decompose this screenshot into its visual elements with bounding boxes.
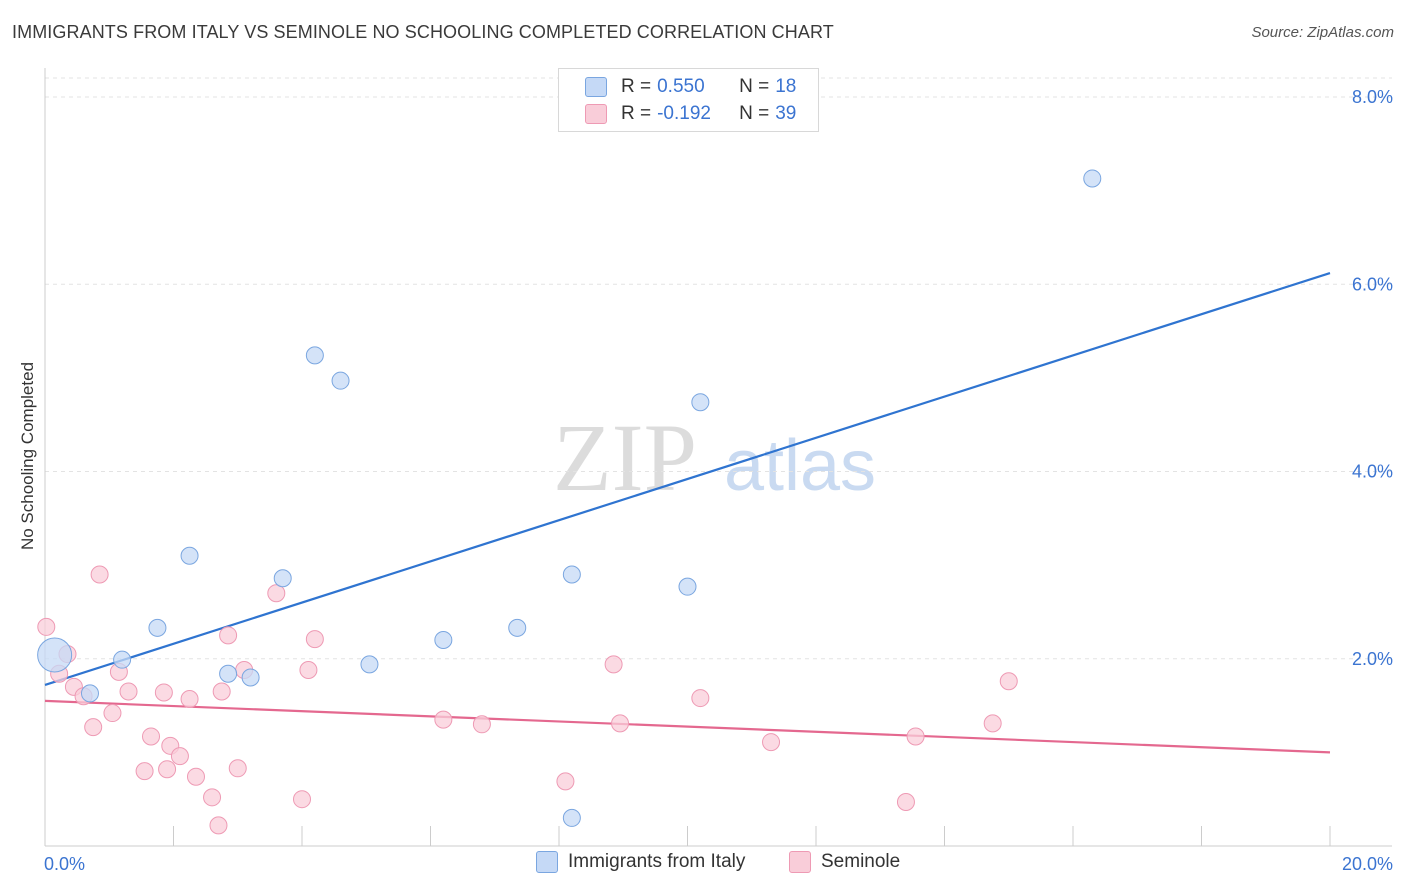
italy-point (180, 546, 199, 565)
series-swatch-italy (536, 851, 558, 873)
italy-point (305, 346, 324, 365)
seminole-point (37, 617, 56, 636)
seminole-point (983, 714, 1002, 733)
y-tick-label: 8.0% (1352, 87, 1393, 107)
italy-point (360, 655, 379, 674)
seminole-point (762, 733, 781, 752)
tick-labels: 2.0% 4.0% 6.0% 8.0% 0.0% 20.0% (44, 87, 1393, 874)
legend-row-seminole: R = -0.192 N = 39 (585, 101, 796, 127)
seminole-point (556, 772, 575, 791)
seminole-trend-line (44, 699, 1331, 754)
italy-point (562, 565, 581, 584)
seminole-point (219, 626, 238, 645)
legend-r-label: R = (621, 76, 652, 97)
italy-point (80, 684, 99, 703)
series-label-seminole: Seminole (821, 851, 901, 872)
seminole-point (228, 759, 247, 778)
italy-point (434, 631, 453, 650)
watermark-zip: ZIP (553, 404, 697, 511)
seminole-point (611, 714, 630, 733)
seminole-point (119, 682, 138, 701)
seminole-point (604, 655, 623, 674)
series-legend-italy[interactable]: Immigrants from Italy (536, 851, 745, 873)
italy-point (678, 577, 697, 596)
seminole-point (896, 792, 915, 811)
seminole-point (209, 816, 228, 835)
seminole-point (472, 715, 491, 734)
seminole-point (186, 767, 205, 786)
legend-r-label: R = (621, 103, 652, 124)
italy-point (331, 371, 350, 390)
seminole-point (293, 790, 311, 809)
italy-point (113, 650, 132, 669)
data-points (37, 169, 1102, 835)
watermark: ZIP atlas (553, 404, 876, 511)
italy-point (508, 618, 527, 637)
trend-lines (44, 271, 1331, 754)
legend-n-value-seminole: 39 (775, 103, 797, 124)
watermark-atlas: atlas (724, 426, 876, 506)
x-tick-label-end: 20.0% (1342, 854, 1393, 874)
seminole-point (299, 660, 318, 679)
y-tick-label: 4.0% (1352, 462, 1393, 482)
italy-trend-line (44, 271, 1331, 687)
seminole-point (158, 760, 177, 779)
source-label: Source: ZipAtlas.com (1251, 24, 1394, 41)
italy-point (1083, 169, 1102, 188)
seminole-point (170, 747, 189, 766)
legend-swatch-seminole (585, 104, 607, 124)
seminole-point (305, 630, 324, 649)
seminole-point (135, 762, 154, 781)
legend-swatch-italy (585, 77, 607, 97)
italy-point (219, 664, 238, 683)
legend-row-italy: R = 0.550 N = 18 (585, 74, 796, 100)
correlation-legend: R = 0.550 N = 18 R = -0.192 N = 39 (558, 68, 819, 132)
x-tick-label-start: 0.0% (44, 854, 85, 874)
seminole-point (267, 584, 286, 603)
chart-title: IMMIGRANTS FROM ITALY VS SEMINOLE NO SCH… (12, 22, 834, 42)
seminole-point (999, 672, 1018, 691)
italy-point (241, 668, 260, 687)
gridlines (45, 77, 1392, 660)
axes (44, 68, 1392, 847)
seminole-point (434, 710, 453, 729)
italy-point (691, 393, 710, 412)
seminole-point (103, 704, 122, 723)
seminole-point (691, 689, 710, 708)
seminole-point (90, 565, 109, 584)
legend-n-value-italy: 18 (775, 76, 797, 97)
legend-r-value-seminole: -0.192 (657, 103, 711, 124)
series-label-italy: Immigrants from Italy (568, 851, 746, 872)
seminole-point (212, 682, 231, 701)
italy-point (37, 637, 73, 673)
seminole-point (154, 683, 173, 702)
seminole-point (906, 727, 925, 746)
italy-point (562, 808, 581, 827)
series-legend: Immigrants from Italy Seminole (0, 851, 1406, 877)
legend-n-label: N = (739, 103, 770, 124)
series-swatch-seminole (789, 851, 811, 873)
italy-point (148, 618, 167, 637)
y-tick-label: 2.0% (1352, 649, 1393, 669)
seminole-point (203, 788, 222, 807)
series-legend-seminole[interactable]: Seminole (789, 851, 900, 873)
seminole-point (180, 690, 199, 709)
italy-point (273, 569, 292, 588)
legend-r-value-italy: 0.550 (657, 76, 705, 97)
y-tick-label: 6.0% (1352, 274, 1393, 294)
seminole-point (84, 718, 103, 737)
legend-n-label: N = (739, 76, 770, 97)
seminole-point (142, 727, 161, 746)
